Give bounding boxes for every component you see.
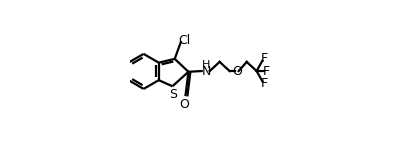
Text: O: O: [180, 98, 190, 111]
Text: F: F: [261, 77, 268, 90]
Text: N: N: [201, 64, 211, 78]
Text: H: H: [202, 60, 210, 70]
Text: Cl: Cl: [178, 34, 191, 47]
Text: S: S: [169, 88, 177, 101]
Text: O: O: [232, 64, 242, 78]
Text: F: F: [261, 52, 268, 65]
Text: F: F: [263, 64, 270, 78]
